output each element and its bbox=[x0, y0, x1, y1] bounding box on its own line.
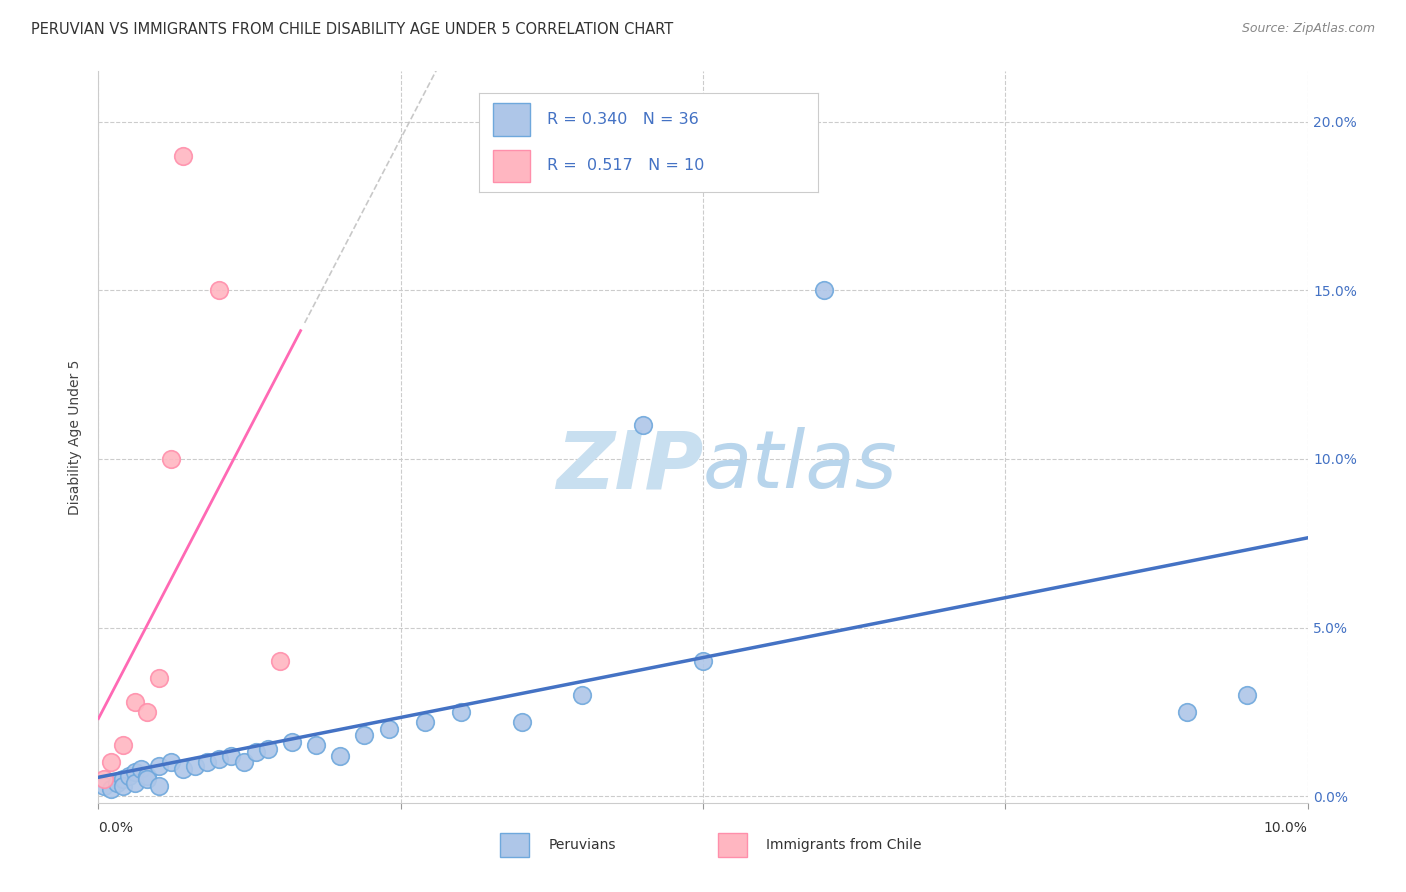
Point bbox=[305, 739, 328, 753]
Point bbox=[631, 418, 654, 433]
Point bbox=[510, 714, 533, 729]
Point bbox=[413, 714, 436, 729]
Point bbox=[148, 758, 170, 772]
Point bbox=[813, 284, 835, 298]
Point bbox=[172, 148, 194, 162]
Point bbox=[692, 654, 714, 668]
Point bbox=[100, 782, 122, 797]
Text: 10.0%: 10.0% bbox=[1264, 821, 1308, 835]
Point bbox=[353, 728, 375, 742]
Point bbox=[232, 756, 254, 770]
Point bbox=[269, 654, 291, 668]
Point bbox=[1175, 705, 1198, 719]
Point bbox=[135, 705, 157, 719]
Point bbox=[124, 765, 146, 780]
Point bbox=[93, 779, 115, 793]
Point bbox=[1236, 688, 1258, 702]
Text: atlas: atlas bbox=[703, 427, 898, 506]
Point bbox=[111, 779, 134, 793]
Point bbox=[105, 775, 128, 789]
Point bbox=[221, 748, 243, 763]
Point bbox=[450, 705, 472, 719]
Point bbox=[93, 772, 115, 787]
Point bbox=[377, 722, 399, 736]
Point bbox=[281, 735, 304, 749]
Point bbox=[124, 775, 146, 789]
Point bbox=[329, 748, 352, 763]
Y-axis label: Disability Age Under 5: Disability Age Under 5 bbox=[69, 359, 83, 515]
Point bbox=[571, 688, 593, 702]
Text: 0.0%: 0.0% bbox=[98, 821, 134, 835]
Point bbox=[129, 762, 152, 776]
Point bbox=[184, 758, 207, 772]
Point bbox=[111, 739, 134, 753]
Point bbox=[124, 695, 146, 709]
Point bbox=[135, 772, 157, 787]
Point bbox=[160, 452, 183, 467]
Point bbox=[195, 756, 218, 770]
Point bbox=[148, 671, 170, 685]
Point bbox=[160, 756, 183, 770]
Point bbox=[208, 752, 231, 766]
Text: Source: ZipAtlas.com: Source: ZipAtlas.com bbox=[1241, 22, 1375, 36]
Point bbox=[111, 772, 134, 787]
Point bbox=[256, 742, 278, 756]
Point bbox=[172, 762, 194, 776]
Point bbox=[118, 769, 141, 783]
Text: ZIP: ZIP bbox=[555, 427, 703, 506]
Point bbox=[135, 769, 157, 783]
Text: PERUVIAN VS IMMIGRANTS FROM CHILE DISABILITY AGE UNDER 5 CORRELATION CHART: PERUVIAN VS IMMIGRANTS FROM CHILE DISABI… bbox=[31, 22, 673, 37]
Point bbox=[208, 284, 231, 298]
Point bbox=[148, 779, 170, 793]
Point bbox=[100, 756, 122, 770]
Point bbox=[245, 745, 267, 759]
